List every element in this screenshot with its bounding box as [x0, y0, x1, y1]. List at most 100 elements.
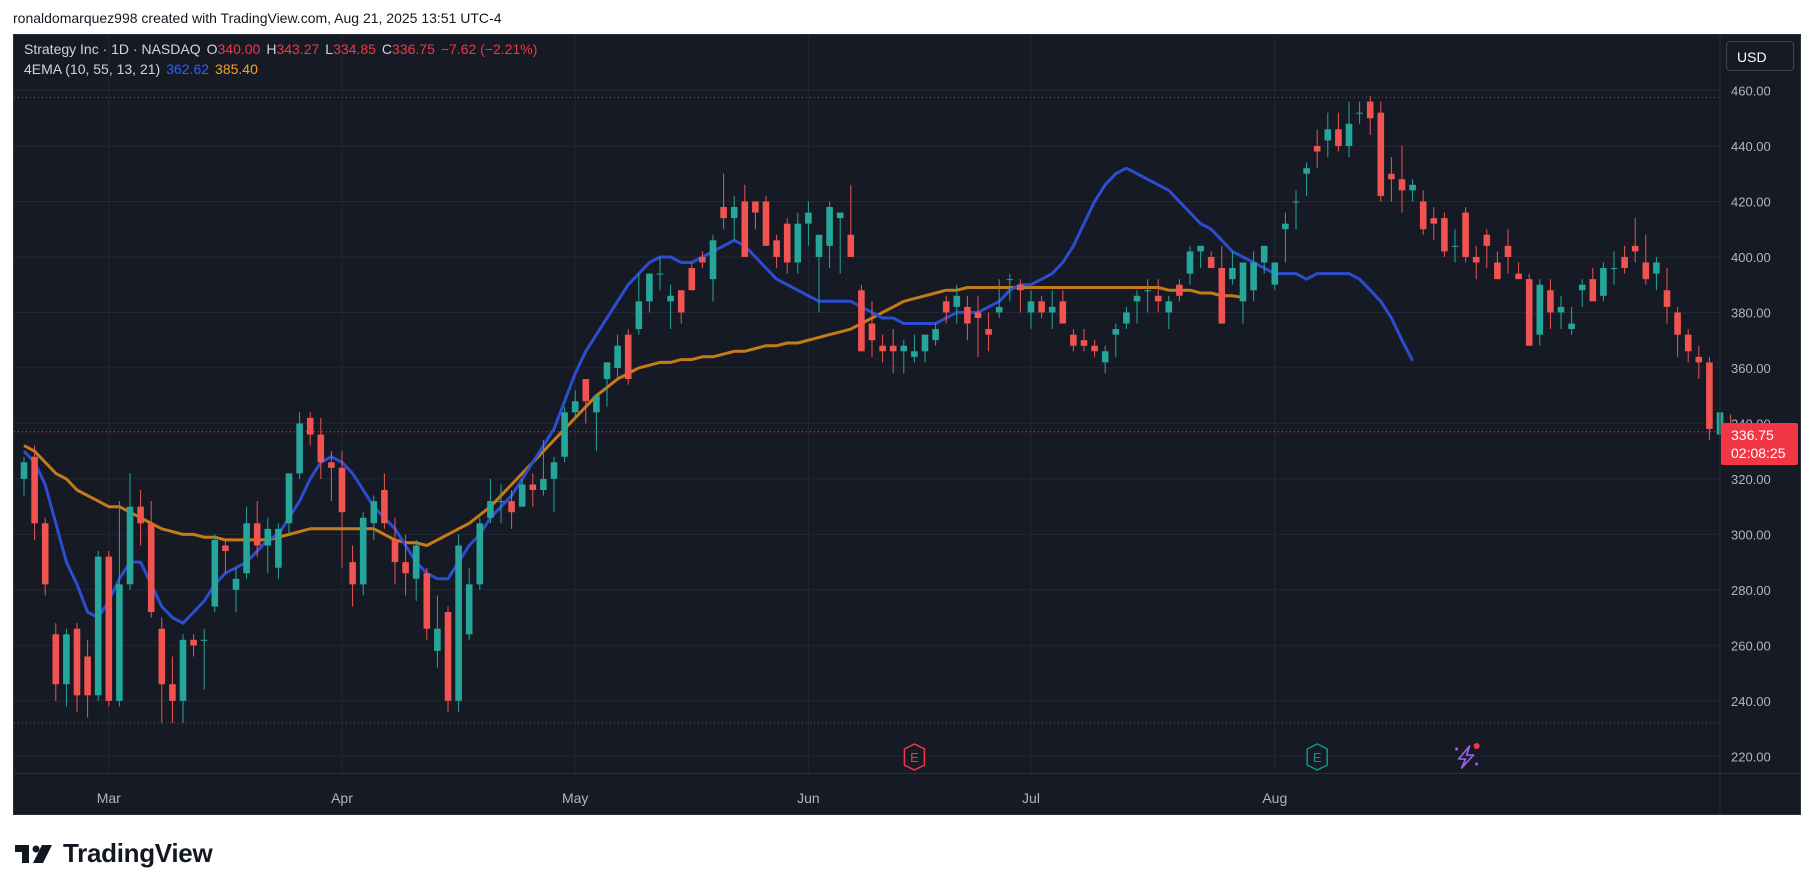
candle-body: [1239, 262, 1247, 302]
candle: [1653, 256, 1660, 291]
candle: [402, 534, 409, 596]
candle: [953, 284, 961, 324]
candle-body: [603, 362, 611, 380]
candle: [1642, 234, 1650, 285]
tradingview-brand[interactable]: TradingView: [15, 838, 213, 869]
candle-body: [306, 417, 314, 435]
candle-body: [1356, 112, 1363, 114]
candle: [296, 412, 303, 479]
candle-body: [497, 501, 505, 503]
candle-body: [275, 528, 282, 568]
symbol-label[interactable]: Strategy Inc · 1D · NASDAQ: [24, 41, 201, 57]
candle: [497, 484, 505, 524]
candle-body: [1706, 362, 1713, 429]
price-chart[interactable]: 220.00 240.00 260.00 280.00 300.00 320.00 340.…: [14, 35, 1800, 814]
candle: [105, 551, 113, 707]
indicator-label[interactable]: 4EMA (10, 55, 13, 21): [24, 61, 161, 77]
candle-body: [1600, 268, 1607, 296]
candle-body: [1271, 262, 1279, 285]
candle: [285, 473, 293, 535]
candle-body: [1504, 245, 1512, 257]
candle-body: [211, 539, 219, 607]
candle-body: [667, 295, 674, 302]
candle: [73, 623, 81, 712]
candle: [1165, 295, 1173, 330]
candle-body: [1547, 290, 1554, 313]
candle: [1377, 101, 1385, 202]
candle: [1568, 306, 1575, 335]
candle: [1123, 306, 1130, 330]
candle: [561, 406, 568, 463]
candle-body: [1038, 301, 1045, 313]
candle: [423, 567, 431, 640]
candle: [942, 295, 950, 324]
candle-body: [1282, 223, 1289, 230]
candle: [1409, 179, 1416, 202]
candle: [1398, 145, 1406, 213]
candle-body: [137, 506, 144, 524]
candle: [338, 451, 346, 568]
candle: [1356, 101, 1363, 124]
earnings-event-icon[interactable]: E: [903, 743, 926, 771]
candle-body: [402, 562, 409, 574]
candle: [20, 456, 28, 496]
candle: [52, 623, 60, 701]
candle-body: [285, 473, 293, 524]
chart-panel[interactable]: 220.00 240.00 260.00 280.00 300.00 320.00 340.…: [13, 34, 1801, 815]
candle: [1472, 245, 1480, 280]
author-name: ronaldomarquez998: [13, 10, 138, 26]
y-tick-label: 280.00: [1731, 583, 1771, 598]
candle-body: [1589, 279, 1597, 302]
candle-body: [646, 273, 653, 302]
candle-body: [1684, 334, 1692, 352]
candle-body: [942, 301, 950, 313]
candle: [879, 334, 886, 363]
candle: [1260, 245, 1268, 274]
candle-body: [465, 584, 473, 635]
candle: [1207, 251, 1215, 269]
candle-body: [614, 345, 621, 368]
candle-body: [1059, 301, 1067, 324]
candle: [84, 639, 91, 718]
y-tick-label: 220.00: [1731, 749, 1771, 764]
candle: [211, 534, 219, 613]
candle: [1547, 279, 1554, 330]
candle-body: [1557, 306, 1565, 313]
candle-body: [423, 573, 431, 629]
candle: [455, 534, 462, 712]
candle-body: [985, 329, 992, 335]
ema-fast-value: 362.62: [166, 61, 210, 77]
candle: [1006, 273, 1014, 302]
candle-body: [540, 478, 547, 491]
candle: [126, 473, 134, 590]
candle-body: [222, 545, 229, 552]
candle-body: [773, 240, 780, 257]
candle-body: [20, 462, 28, 479]
currency-button[interactable]: USD: [1726, 41, 1794, 71]
candle: [147, 501, 155, 618]
candle-body: [964, 306, 971, 324]
candle-body: [1451, 245, 1459, 247]
candle-body: [1165, 301, 1173, 313]
candle: [656, 256, 664, 291]
candle-body: [264, 528, 272, 546]
close-value: 336.75: [392, 41, 435, 57]
candle-body: [1303, 168, 1310, 174]
candle-body: [921, 334, 929, 352]
candle: [1578, 279, 1586, 307]
earnings-event-icon[interactable]: E: [1306, 743, 1328, 771]
candle-body: [84, 656, 91, 696]
y-tick-label: 300.00: [1731, 527, 1771, 542]
candle: [995, 279, 1003, 318]
candle: [921, 334, 929, 363]
candle-body: [1080, 340, 1088, 346]
candle: [773, 234, 780, 269]
candle-body: [243, 523, 250, 574]
candle: [476, 517, 484, 590]
candle-body: [391, 539, 399, 563]
candle-body: [1123, 312, 1130, 324]
candle-body: [338, 467, 346, 513]
candle-body: [699, 256, 706, 263]
lightning-spark-icon[interactable]: [1455, 743, 1480, 769]
candle-body: [794, 223, 802, 263]
